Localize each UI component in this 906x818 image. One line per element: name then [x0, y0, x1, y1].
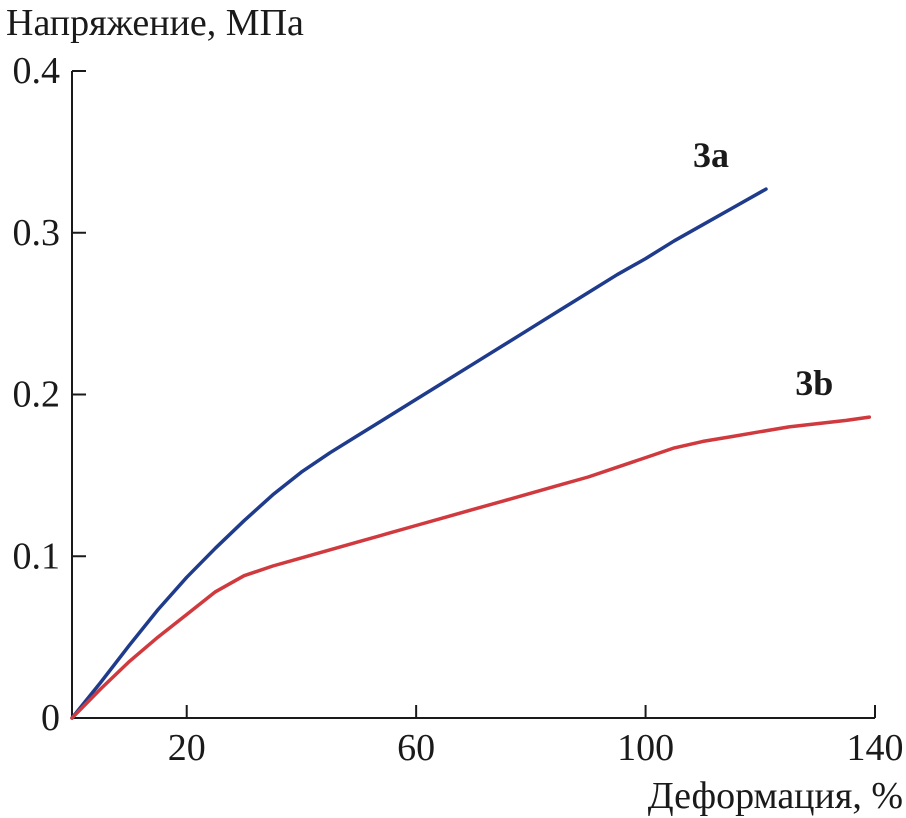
series-label-3a: 3a — [693, 135, 729, 175]
y-axis-title: Напряжение, МПа — [6, 2, 304, 44]
series-line-3b — [72, 417, 869, 718]
y-tick-label: 0.4 — [13, 50, 61, 92]
series-label-3b: 3b — [795, 363, 833, 403]
x-tick-label: 140 — [847, 727, 904, 769]
x-tick-label: 20 — [168, 727, 206, 769]
y-tick-label: 0.1 — [13, 535, 61, 577]
x-tick-label: 100 — [617, 727, 674, 769]
x-axis-title: Деформация, % — [648, 775, 903, 817]
x-tick-label: 60 — [397, 727, 435, 769]
y-tick-label: 0.3 — [13, 212, 61, 254]
y-tick-label: 0.2 — [13, 374, 61, 416]
y-tick-label: 0 — [41, 697, 60, 739]
